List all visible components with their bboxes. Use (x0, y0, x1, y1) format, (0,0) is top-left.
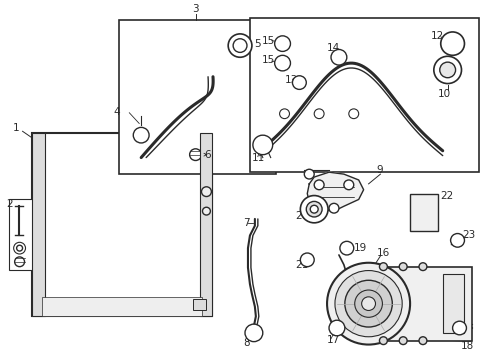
Circle shape (452, 321, 466, 335)
Text: 6: 6 (204, 150, 211, 159)
Circle shape (418, 263, 426, 271)
Bar (119, 20, 275, 174)
Circle shape (339, 241, 353, 255)
Circle shape (439, 62, 455, 78)
Bar (44, 137, 200, 312)
Circle shape (252, 135, 272, 155)
Circle shape (418, 337, 426, 345)
Bar (9, 199, 36, 270)
Circle shape (343, 180, 353, 190)
Text: 10: 10 (437, 89, 450, 99)
Circle shape (379, 263, 386, 271)
Text: 21: 21 (295, 260, 308, 270)
Text: 15: 15 (261, 55, 274, 65)
Circle shape (344, 280, 391, 327)
Circle shape (361, 297, 375, 310)
Circle shape (17, 245, 22, 251)
Text: 15: 15 (261, 36, 274, 46)
Text: 9: 9 (376, 165, 382, 175)
Circle shape (326, 263, 409, 345)
Circle shape (379, 337, 386, 345)
Circle shape (328, 203, 338, 213)
Bar (32, 133, 45, 316)
Bar (442, 274, 464, 333)
Circle shape (233, 39, 246, 53)
Circle shape (300, 195, 327, 223)
Circle shape (202, 207, 210, 215)
Circle shape (334, 53, 342, 61)
Bar (249, 18, 478, 172)
Circle shape (274, 55, 290, 71)
Bar (409, 194, 437, 231)
Text: 11: 11 (251, 153, 264, 163)
Text: 4: 4 (113, 107, 120, 117)
Circle shape (15, 257, 24, 267)
Circle shape (450, 234, 464, 247)
Circle shape (314, 180, 324, 190)
Text: 5: 5 (253, 39, 260, 49)
Text: 3: 3 (192, 4, 199, 14)
Text: 14: 14 (326, 42, 340, 53)
Bar (199, 133, 212, 316)
Circle shape (274, 36, 290, 51)
Circle shape (328, 320, 344, 336)
Bar (32, 133, 212, 316)
Circle shape (279, 109, 289, 118)
Circle shape (398, 337, 407, 345)
Bar (42, 297, 202, 316)
Circle shape (278, 59, 286, 67)
Circle shape (133, 127, 149, 143)
Text: 20: 20 (295, 211, 308, 221)
Circle shape (398, 263, 407, 271)
Text: 13: 13 (284, 75, 297, 85)
Text: 23: 23 (462, 230, 475, 240)
Circle shape (446, 38, 458, 49)
Circle shape (305, 201, 322, 217)
Bar (358, 267, 471, 341)
Text: 17: 17 (326, 335, 340, 345)
Text: 16: 16 (376, 248, 389, 258)
Circle shape (14, 242, 25, 254)
Text: 2: 2 (7, 199, 13, 210)
Text: 22: 22 (439, 190, 452, 201)
Circle shape (309, 205, 318, 213)
Circle shape (248, 328, 258, 338)
Circle shape (292, 76, 305, 89)
Polygon shape (306, 172, 363, 211)
Circle shape (348, 109, 358, 118)
Circle shape (189, 149, 201, 161)
Bar (192, 299, 206, 310)
Circle shape (244, 324, 262, 342)
Circle shape (433, 56, 461, 84)
Circle shape (314, 109, 324, 118)
Circle shape (201, 187, 211, 197)
Text: 19: 19 (353, 243, 366, 253)
Circle shape (300, 253, 314, 267)
Text: 7: 7 (243, 218, 249, 228)
Circle shape (257, 140, 267, 150)
Circle shape (304, 169, 314, 179)
Circle shape (228, 34, 251, 57)
Text: 8: 8 (243, 338, 249, 348)
Circle shape (354, 290, 382, 317)
Circle shape (334, 271, 401, 337)
Text: 1: 1 (13, 123, 20, 133)
Text: 18: 18 (460, 341, 473, 351)
Circle shape (278, 40, 286, 48)
Text: 12: 12 (429, 31, 443, 41)
Circle shape (137, 131, 145, 139)
Circle shape (440, 32, 464, 55)
Circle shape (330, 49, 346, 65)
